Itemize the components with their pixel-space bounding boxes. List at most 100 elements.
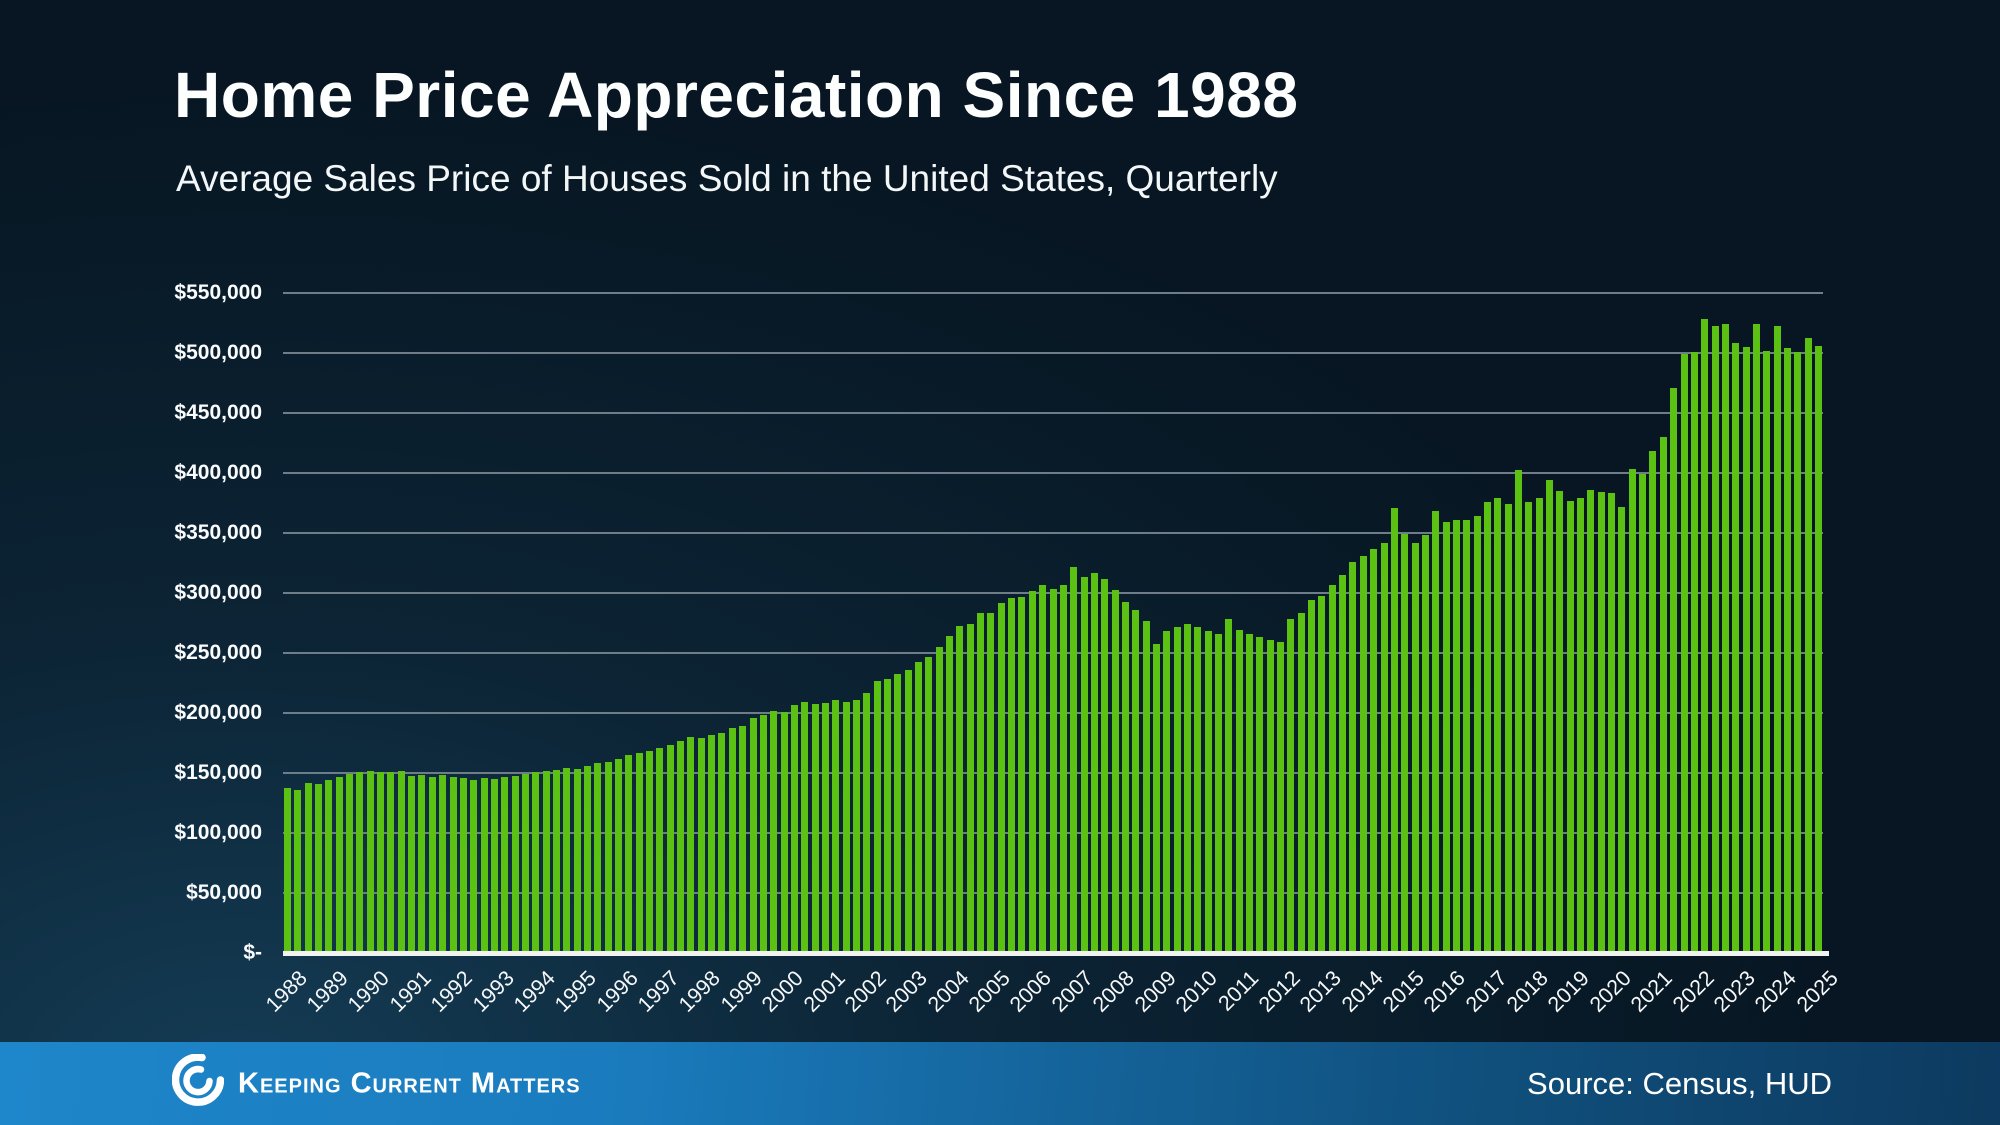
x-axis-label-2025: 2025: [1791, 966, 1843, 1017]
x-axis-label-1993: 1993: [467, 966, 519, 1017]
bar-2002-Q1: [863, 692, 871, 953]
bar-2024-Q4: [1804, 338, 1812, 953]
x-axis-label-2017: 2017: [1460, 966, 1512, 1017]
x-axis-label-2016: 2016: [1419, 966, 1471, 1017]
bar-2011-Q3: [1256, 636, 1264, 953]
bar-2011-Q2: [1246, 634, 1254, 953]
bar-2014-Q4: [1390, 507, 1398, 953]
bar-1997-Q4: [687, 737, 695, 953]
bar-2000-Q4: [811, 704, 819, 953]
bar-1996-Q1: [615, 758, 623, 953]
bar-1991-Q1: [408, 776, 416, 953]
bar-2018-Q4: [1556, 491, 1564, 953]
bar-2004-Q2: [956, 626, 964, 953]
bar-2012-Q1: [1277, 642, 1285, 953]
bar-2013-Q2: [1328, 585, 1336, 953]
bar-2019-Q1: [1566, 500, 1574, 953]
bar-2001-Q4: [852, 699, 860, 953]
bar-2006-Q3: [1049, 589, 1057, 953]
bar-1991-Q4: [439, 775, 447, 953]
footer-bar: Keeping Current Matters Source: Census, …: [0, 1042, 2000, 1125]
bar-2017-Q2: [1494, 498, 1502, 953]
bar-1995-Q1: [573, 768, 581, 953]
x-axis-label-1988: 1988: [260, 966, 312, 1017]
x-axis-label-2018: 2018: [1502, 966, 1553, 1017]
y-axis-label-400000: $400,000: [174, 461, 262, 484]
bar-2013-Q1: [1318, 596, 1326, 953]
bar-2006-Q1: [1028, 590, 1036, 953]
bar-2003-Q4: [935, 647, 943, 953]
bar-2005-Q1: [987, 612, 995, 953]
y-axis-label-250000: $250,000: [174, 641, 262, 664]
bar-1995-Q4: [604, 761, 612, 953]
bar-2024-Q2: [1783, 347, 1791, 953]
bar-2000-Q3: [801, 701, 809, 953]
bar-2006-Q4: [1059, 584, 1067, 953]
bar-2005-Q4: [1018, 596, 1026, 953]
x-axis-label-2011: 2011: [1213, 966, 1264, 1016]
x-axis-label-2015: 2015: [1377, 966, 1429, 1017]
bar-2009-Q4: [1183, 624, 1191, 953]
y-axis-label-500000: $500,000: [174, 341, 262, 364]
x-axis-line: [283, 951, 1829, 956]
bar-2002-Q2: [873, 681, 881, 953]
bar-2021-Q1: [1649, 450, 1657, 953]
bar-1990-Q1: [366, 770, 374, 953]
bar-2021-Q3: [1670, 388, 1678, 953]
bar-1998-Q2: [708, 734, 716, 953]
bar-2016-Q1: [1442, 522, 1450, 953]
bar-2010-Q4: [1225, 619, 1233, 953]
x-axis-label-1990: 1990: [343, 966, 395, 1017]
x-axis-label-1994: 1994: [508, 966, 560, 1017]
gridline-350000: [283, 532, 1823, 534]
bar-2010-Q2: [1204, 630, 1212, 953]
bar-2012-Q2: [1287, 619, 1295, 953]
bar-2007-Q2: [1080, 576, 1088, 953]
bar-2024-Q3: [1794, 351, 1802, 953]
bar-2019-Q4: [1597, 491, 1605, 953]
bar-2010-Q1: [1194, 626, 1202, 953]
bar-2020-Q4: [1639, 474, 1647, 953]
bar-2019-Q3: [1587, 490, 1595, 953]
bar-2001-Q1: [821, 703, 829, 953]
bar-1988-Q2: [294, 790, 302, 953]
x-axis-label-2023: 2023: [1708, 966, 1760, 1017]
brand-name: Keeping Current Matters: [238, 1067, 581, 1099]
bar-1994-Q4: [563, 768, 571, 953]
bar-1997-Q2: [666, 744, 674, 953]
bar-2014-Q1: [1359, 556, 1367, 953]
x-axis-label-2008: 2008: [1088, 966, 1140, 1017]
bar-2003-Q2: [915, 662, 923, 953]
bar-2022-Q1: [1690, 351, 1698, 953]
bar-1988-Q1: [284, 788, 291, 953]
bar-2000-Q1: [780, 711, 788, 953]
bar-2015-Q1: [1401, 533, 1409, 953]
bar-1997-Q3: [677, 740, 685, 953]
gridline-550000: [283, 292, 1823, 294]
bar-1999-Q3: [759, 714, 767, 953]
bar-2006-Q2: [1039, 585, 1047, 953]
bar-1995-Q2: [583, 765, 591, 953]
bar-1999-Q2: [749, 718, 757, 953]
bar-1994-Q1: [532, 772, 540, 953]
bar-1989-Q1: [325, 779, 333, 953]
x-axis-label-1999: 1999: [715, 966, 767, 1017]
y-axis-label-300000: $300,000: [174, 581, 262, 604]
x-axis-label-2024: 2024: [1750, 966, 1802, 1017]
bar-1997-Q1: [656, 748, 664, 953]
kcm-swirl-icon: [172, 1054, 224, 1106]
x-axis-label-2000: 2000: [757, 966, 809, 1017]
bar-2018-Q2: [1535, 498, 1543, 953]
bar-1989-Q4: [356, 771, 364, 953]
bar-2004-Q1: [946, 635, 954, 953]
x-axis-label-2007: 2007: [1046, 966, 1098, 1017]
bar-1999-Q1: [739, 725, 747, 953]
x-axis-label-1995: 1995: [550, 966, 602, 1017]
bar-1998-Q4: [728, 728, 736, 953]
bar-2014-Q3: [1380, 543, 1388, 953]
bar-1988-Q4: [315, 783, 323, 953]
gridline-500000: [283, 352, 1823, 354]
bar-2015-Q2: [1411, 543, 1419, 953]
bar-2023-Q4: [1763, 351, 1771, 953]
